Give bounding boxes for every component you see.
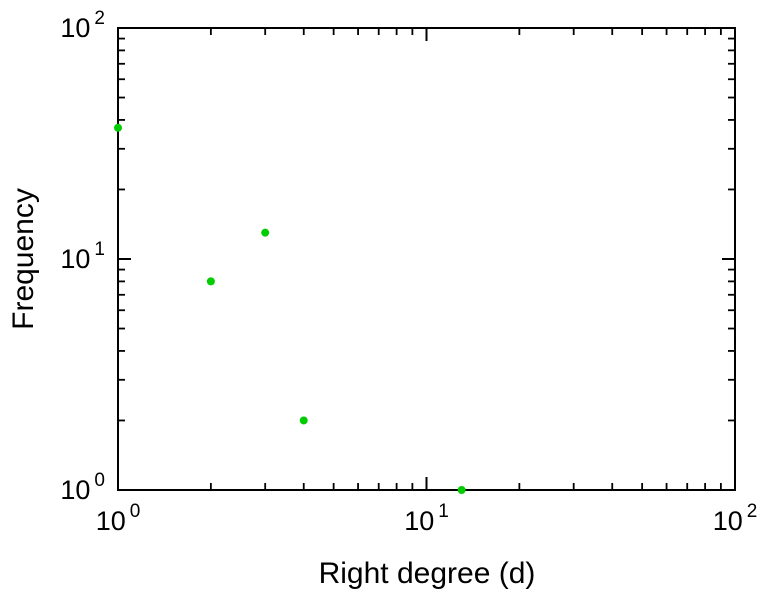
- data-point: [457, 486, 466, 494]
- data-point: [261, 228, 270, 237]
- tick-label: 10 0: [96, 501, 141, 536]
- tick-label: 10 2: [60, 8, 105, 43]
- tick-label: 10 1: [404, 501, 449, 536]
- tick-label: 10 1: [60, 239, 105, 274]
- data-point: [114, 123, 122, 132]
- data-point: [206, 277, 215, 286]
- tick-label: 10 0: [60, 470, 105, 505]
- y-axis-title: Frequency: [7, 188, 40, 330]
- x-axis-title: Right degree (d): [318, 557, 536, 590]
- data-point: [299, 416, 308, 425]
- tick-label: 10 2: [713, 501, 758, 536]
- plot-border: [117, 27, 736, 491]
